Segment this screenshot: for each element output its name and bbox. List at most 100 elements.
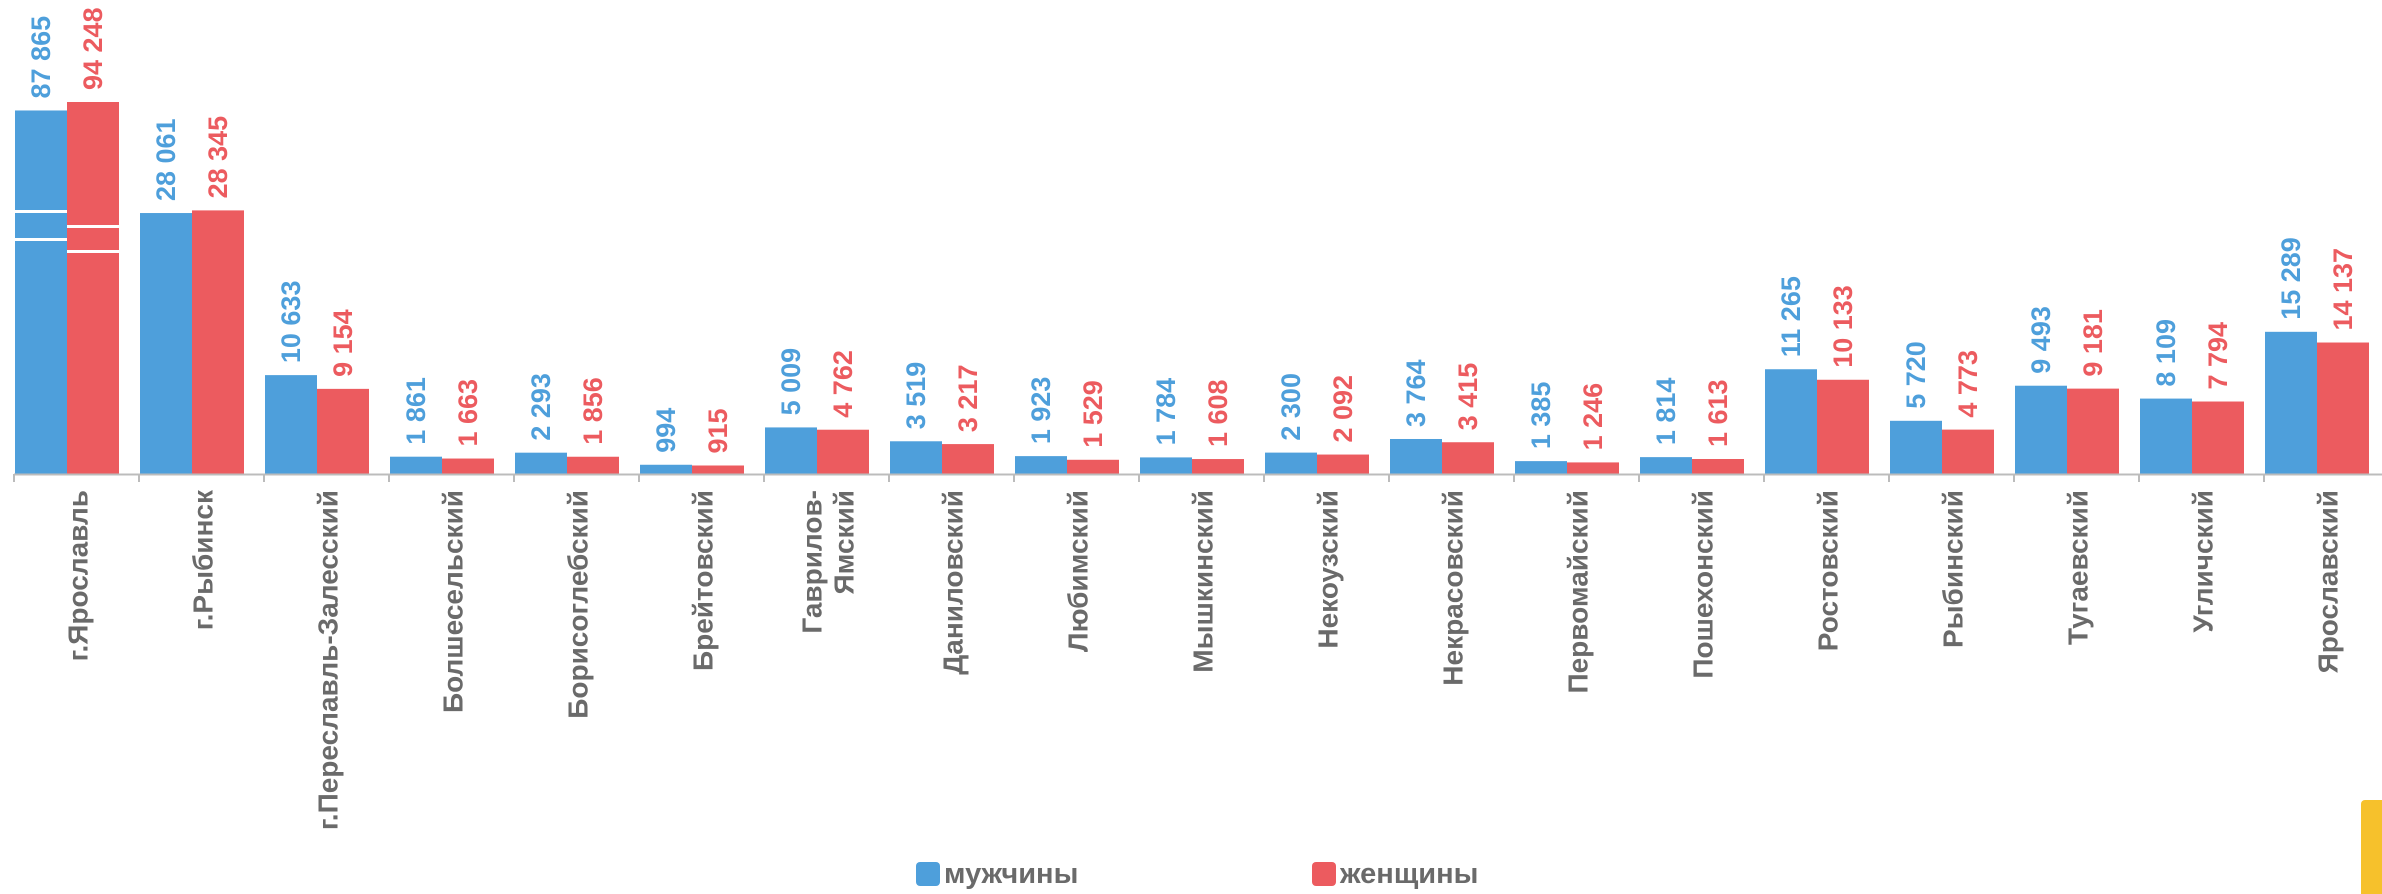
category-label-11: Некрасовский (1438, 490, 1469, 686)
value-label-men-8: 1 923 (1026, 377, 1056, 445)
legend-label-women: женщины (1340, 857, 1479, 890)
bar-women-2 (317, 388, 369, 474)
value-label-men-18: 15 289 (2276, 237, 2306, 320)
bar-men-6 (765, 427, 817, 474)
bar-men-3 (390, 456, 442, 474)
value-label-men-5: 994 (651, 408, 681, 453)
category-label-1: г.Рыбинск (188, 489, 219, 630)
value-label-women-16: 9 181 (2078, 309, 2108, 377)
value-label-women-13: 1 613 (1703, 379, 1733, 447)
category-label-16: Тугаевский (2063, 490, 2094, 645)
value-label-men-15: 5 720 (1901, 341, 1931, 409)
legend-swatch-men (916, 862, 940, 886)
value-label-men-14: 11 265 (1776, 276, 1806, 357)
value-label-men-0: 87 865 (26, 16, 56, 99)
category-label-8: Любимский (1063, 490, 1094, 652)
bar-women-8 (1067, 459, 1119, 474)
bar-men-17 (2140, 398, 2192, 474)
category-label-4: Борисоглебский (563, 490, 594, 719)
bar-men-0 (15, 110, 67, 475)
bar-men-13 (1640, 457, 1692, 474)
category-labels: г.Ярославль г.Рыбинск г.Переславль-Залесск… (63, 489, 2344, 830)
value-label-men-13: 1 814 (1651, 378, 1681, 446)
category-label-10: Некоузский (1313, 490, 1344, 649)
value-label-women-15: 4 773 (1953, 350, 1983, 418)
value-label-women-2: 9 154 (328, 309, 358, 377)
value-label-men-12: 1 385 (1526, 382, 1556, 450)
value-label-women-4: 1 856 (578, 377, 608, 445)
value-label-women-1: 28 345 (203, 116, 233, 199)
bar-women-0 (67, 102, 119, 474)
bar-men-1 (140, 213, 192, 474)
value-label-women-0: 94 248 (78, 7, 108, 90)
category-label-14: Ростовский (1813, 490, 1844, 651)
category-label-0: г.Ярославль (63, 490, 94, 661)
bar-women-18 (2317, 342, 2369, 474)
bar-men-18 (2265, 331, 2317, 474)
bar-women-12 (1567, 462, 1619, 474)
bar-women-3 (442, 458, 494, 474)
value-label-women-5: 915 (703, 408, 733, 453)
legend-item-women: женщины (1312, 858, 1478, 890)
bars-layer (15, 102, 2369, 475)
value-labels: 87 865 94 248 28 061 28 345 10 633 9 154 1 861… (26, 7, 2358, 453)
value-label-women-14: 10 133 (1828, 285, 1858, 368)
value-label-men-11: 3 764 (1401, 359, 1431, 427)
category-label-15: Рыбинский (1938, 490, 1969, 648)
value-label-women-11: 3 415 (1453, 363, 1483, 431)
bar-women-13 (1692, 458, 1744, 474)
legend-swatch-women (1312, 862, 1336, 886)
bar-women-11 (1442, 442, 1494, 474)
value-label-men-6: 5 009 (776, 348, 806, 416)
category-label-18: Ярославский (2313, 490, 2344, 673)
value-label-men-1: 28 061 (151, 118, 181, 201)
bar-men-8 (1015, 456, 1067, 474)
axis-break-women-1 (67, 250, 119, 253)
bar-women-6 (817, 429, 869, 474)
category-label-6: Гаврилов-Ямский (797, 490, 860, 634)
bar-women-15 (1942, 429, 1994, 474)
category-label-3: Болшесельский (438, 490, 469, 713)
bar-men-11 (1390, 438, 1442, 474)
bar-men-16 (2015, 385, 2067, 474)
bar-men-15 (1890, 420, 1942, 474)
value-label-women-18: 14 137 (2328, 248, 2358, 331)
value-label-men-16: 9 493 (2026, 306, 2056, 374)
value-label-men-9: 1 784 (1151, 378, 1181, 446)
value-label-men-2: 10 633 (276, 281, 306, 364)
bar-women-1 (192, 210, 244, 475)
value-label-women-8: 1 529 (1078, 380, 1108, 448)
axis-break-men-0 (15, 210, 67, 213)
category-label-7: Даниловский (938, 490, 969, 675)
value-label-women-9: 1 608 (1203, 379, 1233, 447)
legend-item-men: мужчины (916, 858, 1078, 890)
legend-label-men: мужчины (944, 857, 1079, 890)
bar-women-14 (1817, 379, 1869, 474)
bar-men-5 (640, 464, 692, 474)
category-label-2: г.Переславль-Залесский (313, 490, 344, 830)
bar-women-9 (1192, 459, 1244, 474)
value-label-women-7: 3 217 (953, 365, 983, 433)
value-label-women-10: 2 092 (1328, 375, 1358, 443)
bar-men-9 (1140, 457, 1192, 474)
category-label-12: Первомайский (1563, 490, 1594, 694)
value-label-men-3: 1 861 (401, 377, 431, 445)
bar-men-12 (1515, 461, 1567, 474)
bar-women-16 (2067, 388, 2119, 474)
category-label-9: Мышкинский (1188, 490, 1219, 673)
value-label-women-17: 7 794 (2203, 322, 2233, 390)
category-label-5: Брейтовский (688, 490, 719, 671)
bar-men-10 (1265, 452, 1317, 474)
value-label-women-3: 1 663 (453, 379, 483, 447)
category-label-17: Угличский (2188, 490, 2219, 633)
bar-women-10 (1317, 454, 1369, 474)
bar-women-7 (942, 444, 994, 474)
value-label-men-17: 8 109 (2151, 319, 2181, 387)
bar-men-2 (265, 375, 317, 474)
bar-women-17 (2192, 401, 2244, 474)
bar-men-4 (515, 452, 567, 474)
bar-men-7 (890, 441, 942, 474)
corner-accent (2361, 800, 2382, 894)
axis-break-women-0 (67, 225, 119, 228)
value-label-men-10: 2 300 (1276, 373, 1306, 441)
